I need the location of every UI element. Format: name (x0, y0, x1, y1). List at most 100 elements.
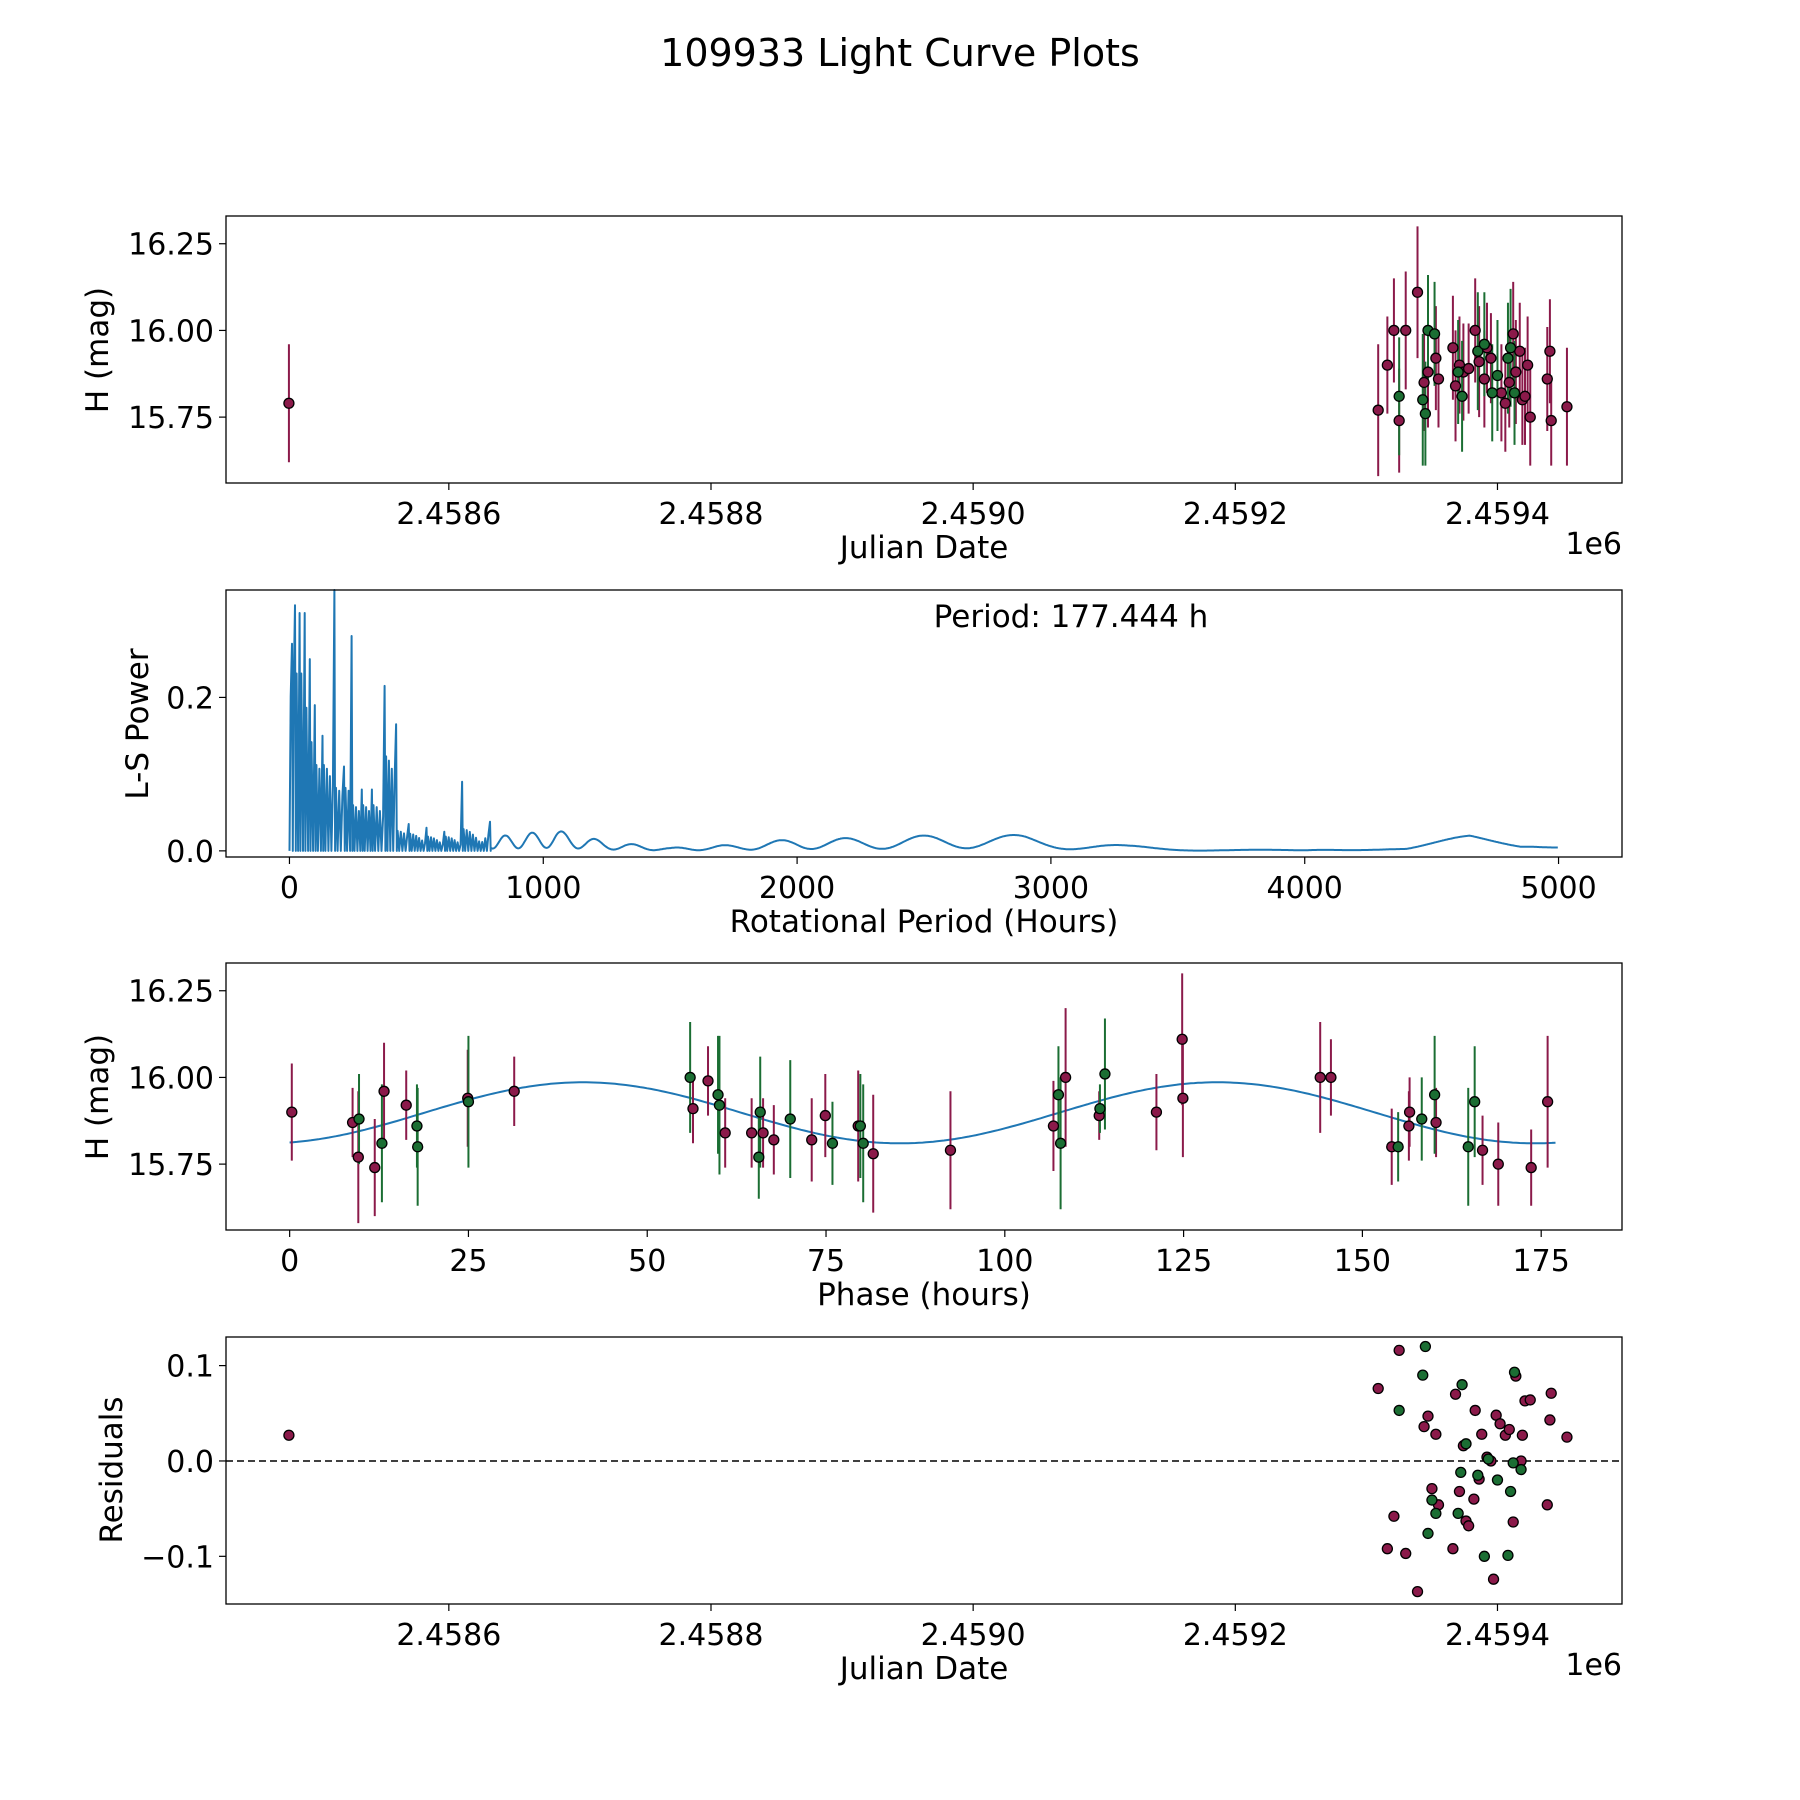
data-point (1373, 405, 1383, 415)
data-point (827, 1138, 837, 1148)
data-point (1178, 1093, 1188, 1103)
phase-xlabel: Phase (hours) (817, 1277, 1031, 1313)
data-point (713, 1090, 723, 1100)
data-point (855, 1121, 865, 1131)
data-point (1511, 367, 1521, 377)
data-point (1545, 346, 1555, 356)
data-point (820, 1111, 830, 1121)
data-point (1463, 1142, 1473, 1152)
data-point (1457, 391, 1467, 401)
data-point (1382, 1544, 1392, 1554)
data-point (1508, 1517, 1518, 1527)
data-point (413, 1142, 423, 1152)
data-point (1431, 1429, 1441, 1439)
data-point (1457, 1380, 1467, 1390)
y-tick-label: 15.75 (128, 1148, 214, 1183)
y-tick-label: 15.75 (128, 401, 214, 436)
residuals-xlabel: Julian Date (838, 1651, 1009, 1687)
data-point (1562, 402, 1572, 412)
periodogram-xlabel: Rotational Period (Hours) (730, 904, 1119, 940)
data-point (1510, 388, 1520, 398)
data-point (1389, 1511, 1399, 1521)
x-tick-label: 3000 (1013, 871, 1089, 906)
data-point (1061, 1072, 1071, 1082)
data-point (754, 1152, 764, 1162)
data-point (1453, 1508, 1463, 1518)
data-point (1478, 1145, 1488, 1155)
data-point (1405, 1107, 1415, 1117)
data-point (284, 398, 294, 408)
data-point (1401, 325, 1411, 335)
x-tick-label: 75 (807, 1244, 845, 1279)
data-point (1469, 1494, 1479, 1504)
data-point (1493, 1159, 1503, 1169)
data-point (685, 1072, 695, 1082)
data-point (1520, 391, 1530, 401)
data-point (1419, 1422, 1429, 1432)
x-tick-label: 50 (628, 1244, 666, 1279)
y-tick-label: 16.00 (128, 1061, 214, 1096)
data-point (1394, 391, 1404, 401)
residuals-ylabel: Residuals (94, 1396, 130, 1543)
data-point (1382, 360, 1392, 370)
data-point (1418, 395, 1428, 405)
period-annotation: Period: 177.444 h (934, 599, 1209, 635)
data-point (1479, 1551, 1489, 1561)
data-point (1470, 1405, 1480, 1415)
data-point (747, 1128, 757, 1138)
data-point (353, 1152, 363, 1162)
data-point (1562, 1432, 1572, 1442)
data-point (1401, 1548, 1411, 1558)
data-point (1151, 1107, 1161, 1117)
data-point (688, 1104, 698, 1114)
y-tick-label: 0.2 (166, 681, 214, 716)
data-point (1483, 1454, 1493, 1464)
data-point (1451, 381, 1461, 391)
data-point (1489, 1574, 1499, 1584)
data-point (1420, 1342, 1430, 1352)
data-point (1417, 1114, 1427, 1124)
data-point (1464, 364, 1474, 374)
x-tick-label: 175 (1513, 1244, 1570, 1279)
data-point (1492, 1475, 1502, 1485)
data-point (1418, 1370, 1428, 1380)
data-point (1510, 1367, 1520, 1377)
data-point (1431, 1508, 1441, 1518)
x-tick-label: 0 (280, 1244, 299, 1279)
x-tick-label: 2.4594 (1445, 497, 1550, 532)
data-point (1431, 1118, 1441, 1128)
data-point (412, 1121, 422, 1131)
data-point (1545, 1415, 1555, 1425)
light-curve-ylabel: H (mag) (80, 287, 116, 413)
data-point (714, 1100, 724, 1110)
data-point (1500, 398, 1510, 408)
data-point (1394, 1345, 1404, 1355)
x-tick-label: 2000 (759, 871, 835, 906)
data-point (1177, 1034, 1187, 1044)
data-point (858, 1138, 868, 1148)
data-point (945, 1145, 955, 1155)
phase-ylabel: H (mag) (80, 1034, 116, 1160)
data-point (1431, 353, 1441, 363)
data-point (284, 1430, 294, 1440)
data-point (1479, 339, 1489, 349)
data-point (1394, 1405, 1404, 1415)
data-point (720, 1128, 730, 1138)
data-point (1413, 1587, 1423, 1597)
x-tick-label: 2.4588 (659, 1618, 764, 1653)
data-point (1516, 1465, 1526, 1475)
data-point (509, 1086, 519, 1096)
data-point (1095, 1104, 1105, 1114)
data-point (1423, 1411, 1433, 1421)
data-point (1393, 1142, 1403, 1152)
data-point (1523, 360, 1533, 370)
data-point (1427, 1495, 1437, 1505)
data-point (1473, 1470, 1483, 1480)
data-point (1326, 1072, 1336, 1082)
x-tick-label: 2.4594 (1445, 1618, 1550, 1653)
residuals-x-offset: 1e6 (1565, 1648, 1622, 1683)
data-point (807, 1135, 817, 1145)
data-point (1495, 1419, 1505, 1429)
data-point (1315, 1072, 1325, 1082)
x-tick-label: 2.4586 (396, 1618, 501, 1653)
